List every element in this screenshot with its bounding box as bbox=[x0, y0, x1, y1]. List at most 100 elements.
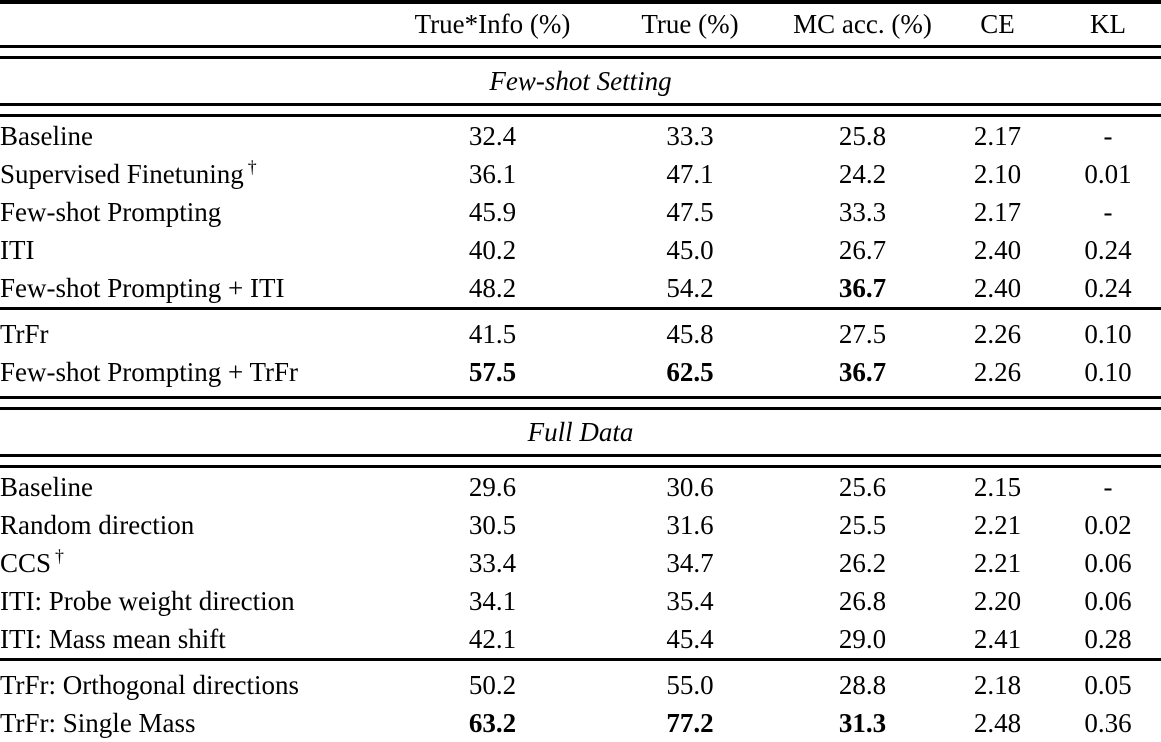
dagger-superscript: † bbox=[55, 545, 64, 566]
double-rule bbox=[0, 454, 1161, 468]
metric-cell: 25.8 bbox=[838, 120, 887, 151]
section-title-row: Few-shot Setting bbox=[0, 59, 1161, 103]
double-rule bbox=[0, 103, 1161, 117]
metric-cell: 26.2 bbox=[838, 547, 887, 578]
metric-cell: 0.01 bbox=[1084, 158, 1132, 189]
metric-cell: 25.5 bbox=[838, 509, 887, 540]
metric-cell: 45.0 bbox=[666, 234, 714, 265]
metric-cell: 0.06 bbox=[1084, 585, 1132, 616]
table-row: Supervised Finetuning † 36.1 47.1 24.2 2.… bbox=[0, 155, 1161, 193]
rule-section: Full Data bbox=[0, 396, 1161, 468]
row-label: Few-shot Prompting + ITI bbox=[0, 272, 285, 303]
row-label: Baseline bbox=[0, 120, 93, 151]
metric-cell: 2.40 bbox=[973, 272, 1022, 303]
table-row: Few-shot Prompting + ITI 48.2 54.2 36.7 … bbox=[0, 269, 1161, 309]
metric-cell-best: 63.2 bbox=[468, 707, 517, 738]
double-rule bbox=[0, 45, 1161, 59]
metric-cell: 55.0 bbox=[666, 669, 714, 700]
metric-cell: 2.48 bbox=[973, 707, 1022, 738]
metric-cell: 26.8 bbox=[838, 585, 887, 616]
row-label: ITI: Mass mean shift bbox=[0, 623, 226, 654]
metric-cell: 28.8 bbox=[838, 669, 887, 700]
metric-cell: 35.4 bbox=[666, 585, 714, 616]
metric-cell: 25.6 bbox=[838, 471, 887, 502]
metric-cell: 42.1 bbox=[468, 623, 517, 654]
metric-cell: 30.6 bbox=[666, 471, 714, 502]
metric-cell: 2.17 bbox=[973, 196, 1022, 227]
metric-cell: 0.02 bbox=[1084, 509, 1132, 540]
few-shot-group-1: Baseline 32.4 33.3 25.8 2.17 - Supervise… bbox=[0, 117, 1161, 309]
dagger-superscript: † bbox=[247, 156, 257, 177]
full-data-group-1: Baseline 29.6 30.6 25.6 2.15 - Random di… bbox=[0, 468, 1161, 660]
metric-cell: 36.1 bbox=[468, 158, 517, 189]
table-row: Few-shot Prompting + TrFr 57.5 62.5 36.7… bbox=[0, 353, 1161, 396]
metric-cell: - bbox=[1103, 196, 1113, 227]
table-header: True*Info (%) True (%) MC acc. (%) CE KL bbox=[0, 2, 1161, 45]
table-row: ITI 40.2 45.0 26.7 2.40 0.24 bbox=[0, 231, 1161, 269]
full-data-group-2: TrFr: Orthogonal directions 50.2 55.0 28… bbox=[0, 659, 1161, 742]
table-row: TrFr 41.5 45.8 27.5 2.26 0.10 bbox=[0, 309, 1161, 354]
table-row: Baseline 29.6 30.6 25.6 2.15 - bbox=[0, 468, 1161, 506]
metric-cell: 24.2 bbox=[838, 158, 887, 189]
metric-cell: 33.4 bbox=[468, 547, 517, 578]
table-row: TrFr: Orthogonal directions 50.2 55.0 28… bbox=[0, 660, 1161, 705]
header-cell-true: True (%) bbox=[641, 9, 739, 39]
row-label: TrFr bbox=[0, 318, 49, 349]
header-row: True*Info (%) True (%) MC acc. (%) CE KL bbox=[0, 2, 1161, 45]
metric-cell: 45.9 bbox=[468, 196, 517, 227]
row-label: Random direction bbox=[0, 509, 195, 540]
rule-section: Few-shot Setting bbox=[0, 45, 1161, 117]
metric-cell: 0.24 bbox=[1084, 234, 1132, 265]
header-cell-mc-acc: MC acc. (%) bbox=[793, 9, 932, 39]
metric-cell: 31.6 bbox=[666, 509, 714, 540]
metric-cell: 2.10 bbox=[973, 158, 1022, 189]
metric-cell: 2.15 bbox=[973, 471, 1022, 502]
section-title-full-data: Full Data bbox=[527, 416, 634, 447]
metric-cell: 54.2 bbox=[666, 272, 714, 303]
metric-cell: 0.36 bbox=[1084, 707, 1132, 738]
metric-cell: 0.28 bbox=[1084, 623, 1132, 654]
metric-cell: 2.40 bbox=[973, 234, 1022, 265]
metric-cell: 30.5 bbox=[468, 509, 517, 540]
table-row: ITI: Probe weight direction 34.1 35.4 26… bbox=[0, 582, 1161, 620]
row-label: Supervised Finetuning † bbox=[0, 155, 390, 193]
metric-cell-best: 57.5 bbox=[468, 356, 517, 387]
table-row: Baseline 32.4 33.3 25.8 2.17 - bbox=[0, 117, 1161, 155]
section-title-few-shot: Few-shot Setting bbox=[489, 65, 672, 96]
metric-cell: 27.5 bbox=[838, 318, 887, 349]
double-rule-lines bbox=[0, 45, 1161, 59]
metric-cell: 0.06 bbox=[1084, 547, 1132, 578]
double-rule-lines bbox=[0, 103, 1161, 117]
metric-cell-best: 31.3 bbox=[838, 707, 887, 738]
metric-cell: 0.10 bbox=[1084, 356, 1132, 387]
row-label-text: CCS bbox=[0, 547, 52, 578]
metric-cell: 26.7 bbox=[838, 234, 887, 265]
metric-cell-best: 62.5 bbox=[666, 356, 714, 387]
metric-cell: 0.05 bbox=[1084, 669, 1132, 700]
metric-cell-best: 77.2 bbox=[666, 707, 714, 738]
double-rule-lines bbox=[0, 454, 1161, 468]
section-title-row: Full Data bbox=[0, 410, 1161, 454]
metric-cell: 48.2 bbox=[468, 272, 517, 303]
row-label: Few-shot Prompting bbox=[0, 196, 222, 227]
metric-cell: 47.1 bbox=[666, 158, 714, 189]
metric-cell: 2.26 bbox=[973, 318, 1022, 349]
metric-cell: 34.1 bbox=[468, 585, 517, 616]
metric-cell: 0.24 bbox=[1084, 272, 1132, 303]
row-label: CCS † bbox=[0, 544, 390, 582]
double-rule bbox=[0, 396, 1161, 410]
header-cell-ce: CE bbox=[980, 9, 1015, 39]
table-row: ITI: Mass mean shift 42.1 45.4 29.0 2.41… bbox=[0, 620, 1161, 660]
metric-cell: 2.26 bbox=[973, 356, 1022, 387]
metric-cell: 45.8 bbox=[666, 318, 714, 349]
metric-cell: 34.7 bbox=[666, 547, 714, 578]
metric-cell: 29.0 bbox=[838, 623, 887, 654]
metric-cell: 50.2 bbox=[468, 669, 517, 700]
metric-cell: - bbox=[1103, 120, 1113, 151]
metric-cell: 41.5 bbox=[468, 318, 517, 349]
metric-cell: 40.2 bbox=[468, 234, 517, 265]
row-label: Few-shot Prompting + TrFr bbox=[0, 356, 299, 387]
metric-cell: 33.3 bbox=[666, 120, 714, 151]
